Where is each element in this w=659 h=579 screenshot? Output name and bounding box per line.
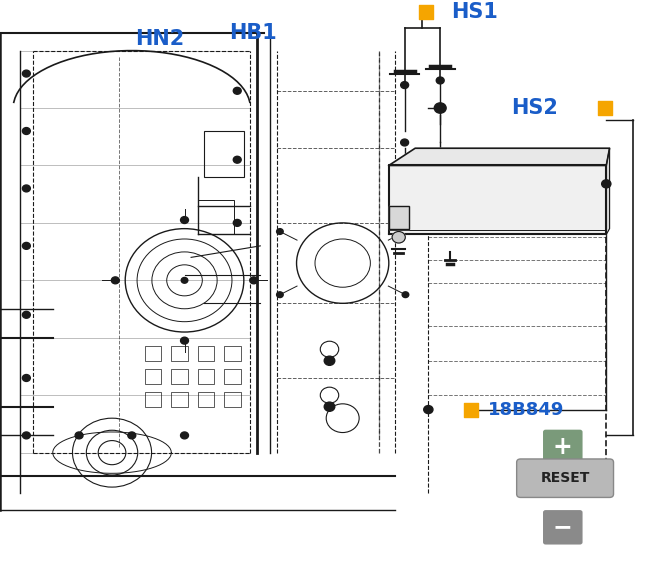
Bar	[145, 393, 161, 406]
Circle shape	[22, 312, 30, 318]
Bar	[389, 206, 409, 229]
Circle shape	[181, 337, 188, 344]
Circle shape	[111, 277, 119, 284]
Circle shape	[401, 82, 409, 89]
Text: HB1: HB1	[229, 23, 277, 43]
Bar	[198, 200, 234, 234]
Circle shape	[402, 229, 409, 234]
Point	[466, 405, 476, 414]
Circle shape	[233, 87, 241, 94]
Circle shape	[22, 432, 30, 439]
Text: HN2: HN2	[135, 29, 185, 49]
Text: +: +	[553, 435, 573, 459]
Circle shape	[181, 217, 188, 223]
FancyBboxPatch shape	[543, 510, 583, 544]
Circle shape	[22, 127, 30, 134]
Bar	[145, 346, 161, 361]
Circle shape	[434, 103, 446, 113]
Bar	[198, 393, 214, 406]
Bar	[171, 393, 188, 406]
Bar	[198, 346, 214, 361]
Text: HS2: HS2	[511, 98, 558, 118]
Circle shape	[400, 173, 409, 181]
Bar	[171, 369, 188, 384]
Circle shape	[250, 277, 258, 284]
Circle shape	[324, 402, 335, 411]
Circle shape	[233, 219, 241, 226]
Bar	[204, 131, 244, 177]
Circle shape	[181, 432, 188, 439]
Circle shape	[436, 77, 444, 84]
Circle shape	[22, 185, 30, 192]
Point	[600, 104, 610, 113]
Polygon shape	[389, 148, 610, 166]
Circle shape	[392, 232, 405, 243]
Point	[420, 7, 431, 16]
Circle shape	[22, 375, 30, 382]
Text: HS1: HS1	[451, 2, 498, 21]
Text: −: −	[553, 515, 573, 539]
Circle shape	[402, 292, 409, 298]
Circle shape	[602, 180, 611, 188]
Bar	[224, 393, 241, 406]
Bar	[171, 346, 188, 361]
Text: RESET: RESET	[540, 471, 590, 485]
FancyBboxPatch shape	[517, 459, 614, 497]
FancyBboxPatch shape	[543, 430, 583, 464]
Circle shape	[401, 139, 409, 146]
Polygon shape	[606, 148, 610, 234]
Circle shape	[277, 229, 283, 234]
Circle shape	[233, 156, 241, 163]
Circle shape	[324, 356, 335, 365]
Circle shape	[128, 432, 136, 439]
Circle shape	[75, 432, 83, 439]
Circle shape	[22, 243, 30, 250]
Bar	[198, 369, 214, 384]
Bar	[224, 369, 241, 384]
Polygon shape	[389, 166, 606, 234]
Circle shape	[181, 277, 188, 283]
Bar	[389, 206, 409, 229]
Circle shape	[22, 70, 30, 77]
Text: 18B849: 18B849	[488, 401, 564, 419]
Circle shape	[424, 405, 433, 413]
Circle shape	[400, 213, 409, 221]
Bar	[224, 346, 241, 361]
Circle shape	[436, 153, 444, 160]
Circle shape	[277, 292, 283, 298]
Bar	[145, 369, 161, 384]
